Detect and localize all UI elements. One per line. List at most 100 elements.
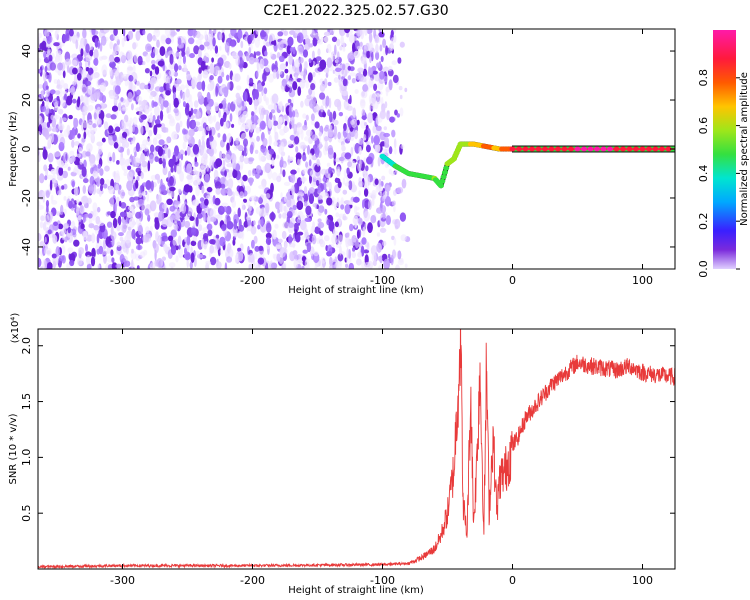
noise-blob (227, 178, 234, 189)
noise-blob (262, 137, 268, 147)
noise-blob (299, 79, 305, 89)
noise-blob (121, 122, 126, 133)
noise-blob (127, 30, 134, 40)
noise-blob (317, 48, 321, 56)
noise-blob (276, 52, 281, 59)
noise-blob (318, 125, 323, 133)
noise-blob (299, 47, 304, 53)
noise-blob (80, 195, 88, 205)
noise-blob (149, 154, 154, 164)
noise-blob (362, 199, 365, 209)
noise-blob (399, 107, 404, 117)
noise-blob (326, 57, 333, 68)
noise-blob (349, 223, 354, 232)
noise-blob (401, 178, 407, 189)
noise-blob (304, 136, 311, 142)
noise-blob (160, 184, 166, 192)
noise-blob (165, 147, 172, 159)
noise-blob (318, 131, 322, 137)
noise-blob (114, 173, 121, 184)
noise-blob (320, 106, 324, 113)
noise-blob (206, 91, 211, 103)
noise-blob (300, 71, 305, 76)
noise-blob (121, 37, 125, 48)
noise-blob (317, 39, 323, 45)
noise-blob (46, 34, 52, 45)
noise-blob (323, 36, 329, 43)
noise-blob (64, 93, 67, 101)
noise-blob (377, 255, 383, 262)
noise-blob (320, 259, 326, 269)
signal-point (535, 146, 542, 152)
noise-blob (99, 42, 103, 52)
noise-blob (99, 178, 105, 186)
noise-blob (281, 78, 287, 87)
noise-blob (120, 97, 124, 102)
noise-blob (149, 95, 154, 100)
noise-blob (342, 213, 346, 221)
noise-blob (69, 259, 75, 267)
noise-blob (311, 50, 315, 59)
noise-blob (346, 105, 353, 111)
noise-blob (50, 194, 54, 202)
noise-blob (180, 36, 185, 44)
noise-blob (176, 29, 180, 32)
noise-blob (334, 203, 338, 211)
noise-blob (127, 158, 132, 163)
noise-blob (277, 208, 280, 214)
noise-blob (174, 211, 181, 220)
noise-blob (119, 236, 124, 242)
noise-blob (347, 75, 352, 81)
noise-blob (214, 148, 217, 154)
noise-blob (224, 153, 231, 163)
noise-blob (261, 81, 265, 87)
noise-blob (258, 249, 265, 260)
noise-blob (86, 254, 91, 265)
noise-blob (344, 182, 350, 187)
noise-blob (219, 236, 226, 247)
signal-point (594, 146, 600, 152)
noise-blob (273, 141, 278, 147)
noise-blob (99, 168, 104, 176)
noise-blob (186, 235, 191, 246)
noise-blob (375, 51, 380, 61)
noise-blob (186, 163, 193, 174)
noise-blob (71, 180, 75, 188)
noise-blob (202, 128, 207, 138)
noise-blob (173, 200, 181, 205)
noise-blob (326, 197, 333, 206)
noise-blob (360, 76, 367, 83)
noise-blob (230, 153, 237, 162)
noise-blob (339, 245, 342, 256)
noise-blob (238, 251, 244, 262)
noise-blob (43, 164, 48, 172)
noise-blob (53, 42, 60, 47)
noise-blob (231, 199, 237, 208)
noise-blob (205, 126, 212, 131)
noise-blob (90, 167, 94, 175)
noise-blob (293, 258, 299, 269)
noise-blob (391, 60, 397, 66)
noise-blob (392, 74, 399, 84)
noise-blob (249, 144, 254, 155)
noise-blob (262, 72, 267, 83)
noise-blob (46, 121, 51, 128)
noise-blob (269, 52, 273, 57)
noise-blob (243, 124, 250, 129)
noise-blob (140, 125, 144, 136)
noise-blob (138, 124, 141, 135)
noise-blob (289, 116, 295, 126)
noise-blob (248, 263, 253, 269)
noise-blob (87, 122, 94, 129)
noise-blob (300, 100, 304, 108)
noise-blob (234, 73, 241, 83)
noise-blob (287, 98, 292, 104)
noise-blob (58, 160, 64, 169)
noise-blob (122, 103, 127, 110)
noise-blob (328, 166, 333, 175)
noise-blob (153, 243, 159, 254)
noise-blob (337, 168, 340, 174)
noise-blob (115, 263, 122, 269)
noise-blob (319, 78, 324, 84)
noise-blob (193, 257, 197, 267)
